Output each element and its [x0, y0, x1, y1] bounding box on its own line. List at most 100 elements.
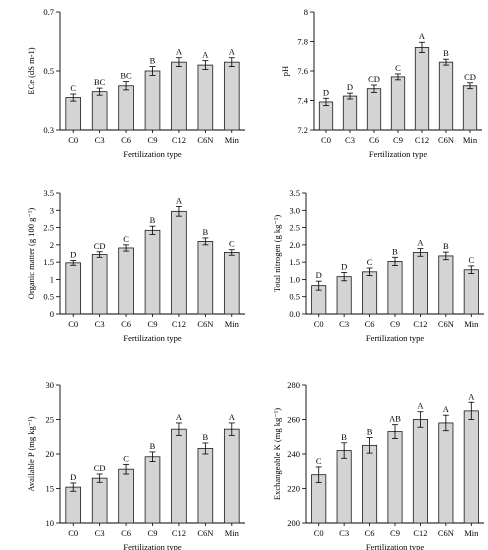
significance-letter: A	[202, 50, 209, 60]
bar	[387, 261, 403, 315]
y-tick-label: 8	[304, 7, 308, 17]
x-tick-label: C6N	[197, 528, 213, 538]
bar	[65, 262, 82, 315]
y-tick-label: 10	[46, 518, 55, 528]
x-tick-label: Min	[225, 528, 240, 538]
x-tick-label: Min	[463, 135, 478, 145]
significance-letter: CD	[94, 241, 106, 251]
significance-letter: B	[203, 432, 209, 442]
significance-letter: B	[443, 241, 449, 251]
y-tick-label: 0.7	[43, 7, 54, 17]
y-axis-title: Organic matter (g 100 g⁻¹)	[26, 208, 36, 300]
significance-letter: B	[150, 215, 156, 225]
y-tick-label: 7.6	[297, 66, 308, 76]
y-tick-label: 0.0	[289, 309, 300, 319]
x-tick-label: C6	[369, 135, 379, 145]
x-tick-label: C3	[95, 528, 105, 538]
y-tick-label: 0.5	[43, 66, 54, 76]
significance-letter: D	[347, 82, 353, 92]
y-tick-label: 15	[46, 484, 55, 494]
x-axis-title: Fertilization type	[366, 333, 425, 343]
y-tick-label: 30	[46, 380, 55, 390]
bar	[362, 271, 378, 315]
x-tick-label: C12	[172, 135, 186, 145]
significance-letter: D	[323, 87, 329, 97]
x-tick-label: C12	[413, 528, 427, 538]
x-tick-label: C0	[68, 528, 78, 538]
bar	[91, 91, 108, 131]
bar	[197, 64, 214, 131]
x-axis-title: Fertilization type	[366, 542, 425, 550]
bar	[65, 486, 82, 524]
y-tick-label: 0	[50, 309, 54, 319]
x-tick-label: C12	[415, 135, 429, 145]
significance-letter: A	[176, 195, 183, 205]
x-tick-label: C0	[68, 319, 78, 329]
x-tick-label: Min	[225, 135, 240, 145]
x-axis-title: Fertilization type	[123, 333, 182, 343]
x-tick-label: C9	[148, 135, 158, 145]
bar	[91, 254, 108, 315]
significance-letter: C	[123, 234, 129, 244]
chart-2: 7.2 7.4 7.6 7.8 8 D C0 D C3 CD C6 C C9 A C12 B C6N CD Min F…	[280, 7, 482, 159]
bar	[223, 252, 240, 315]
bar	[171, 428, 187, 524]
y-tick-label: 0.5	[289, 292, 300, 302]
bar	[342, 95, 358, 131]
x-axis-title: Fertilization type	[123, 149, 182, 159]
x-tick-label: C12	[172, 528, 186, 538]
y-tick-label: 7.4	[297, 96, 308, 106]
chart-1: 0.3 0.5 0.7 C C0 BC C3 BC C6 B C9 A C12 A C6N A Min Ferti…	[26, 7, 245, 159]
x-tick-label: C6N	[438, 319, 454, 329]
x-tick-label: C0	[314, 528, 324, 538]
significance-letter: B	[443, 48, 449, 58]
significance-letter: B	[392, 246, 398, 256]
bar	[171, 61, 187, 131]
significance-letter: C	[229, 239, 235, 249]
x-tick-label: C6N	[438, 135, 454, 145]
y-tick-label: 2.5	[289, 223, 300, 233]
y-tick-label: 20	[46, 449, 55, 459]
significance-letter: B	[203, 227, 209, 237]
chart-5: 10 15 20 25 30 D C0 CD C3 C C6 B C9 A C12 B C6N A Min Ferti…	[26, 380, 245, 550]
x-tick-label: C3	[339, 528, 349, 538]
bar	[387, 431, 403, 524]
bar	[462, 85, 478, 131]
x-tick-label: C9	[148, 319, 158, 329]
x-tick-label: C9	[148, 528, 158, 538]
bar	[118, 247, 134, 315]
bar	[65, 97, 82, 131]
significance-letter: B	[150, 56, 156, 66]
y-tick-label: 3.5	[289, 188, 300, 198]
y-tick-label: 3.5	[43, 188, 54, 198]
significance-letter: C	[468, 255, 474, 265]
y-tick-label: 260	[287, 415, 300, 425]
y-tick-label: 1	[50, 274, 54, 284]
y-tick-label: 3.0	[289, 205, 300, 215]
chart-3: 0 0.5 1 1.5 2 2.5 3 3.5 D C0 CD C3 C C6 B C9 A C12 B C6N C Mi…	[26, 188, 245, 343]
significance-letter: A	[176, 412, 183, 422]
bar	[118, 468, 134, 524]
x-tick-label: C6	[365, 319, 375, 329]
significance-letter: C	[395, 63, 401, 73]
y-tick-label: 7.8	[297, 37, 308, 47]
x-tick-label: C12	[413, 319, 427, 329]
significance-letter: A	[417, 238, 424, 248]
significance-letter: A	[229, 47, 236, 57]
significance-letter: D	[316, 270, 322, 280]
x-axis-title: Fertilization type	[123, 542, 182, 550]
significance-letter: A	[176, 47, 183, 57]
bar	[144, 456, 161, 524]
bar	[390, 76, 406, 131]
significance-letter: C	[367, 257, 373, 267]
bar	[463, 269, 479, 315]
y-axis-title: Available P (mg kg⁻¹)	[26, 416, 36, 491]
x-tick-label: C0	[321, 135, 331, 145]
y-tick-label: 2	[50, 240, 54, 250]
x-tick-label: C3	[95, 319, 105, 329]
x-tick-label: Min	[464, 319, 479, 329]
bar	[144, 229, 161, 315]
x-axis-title: Fertilization type	[369, 149, 428, 159]
x-tick-label: C6	[121, 135, 131, 145]
